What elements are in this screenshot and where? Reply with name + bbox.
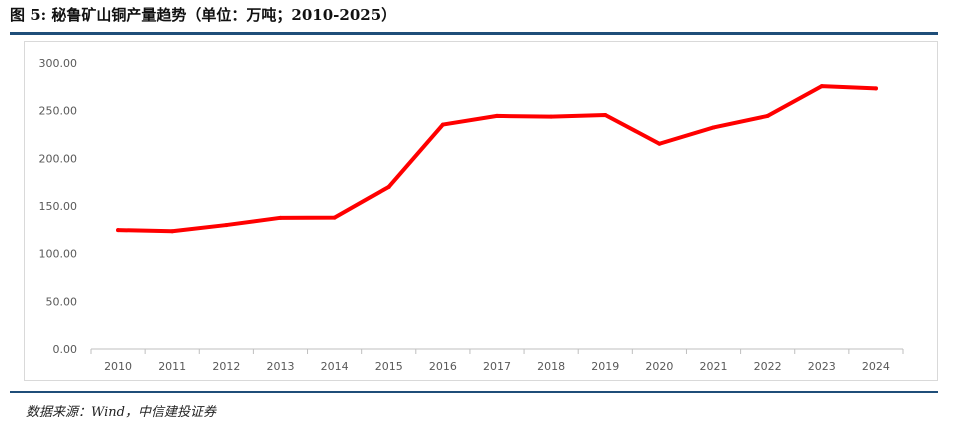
x-tick-label: 2015 <box>375 360 403 373</box>
data-point <box>386 184 391 189</box>
series-line-0 <box>116 84 878 234</box>
data-point <box>224 223 229 228</box>
source-note: 数据来源：Wind，中信建投证券 <box>26 405 216 420</box>
data-point <box>603 112 608 117</box>
data-point <box>765 113 770 118</box>
y-tick-label: 50.00 <box>46 295 78 308</box>
y-tick-label: 250.00 <box>39 105 78 118</box>
x-tick-label: 2013 <box>266 360 294 373</box>
x-tick-label: 2017 <box>483 360 511 373</box>
x-tick-label: 2011 <box>158 360 186 373</box>
x-tick-label: 2018 <box>537 360 565 373</box>
data-point <box>819 84 824 89</box>
data-point <box>657 141 662 146</box>
data-point <box>711 125 716 130</box>
y-tick-label: 300.00 <box>39 57 78 70</box>
x-tick-label: 2010 <box>104 360 132 373</box>
x-tick-label: 2024 <box>862 360 890 373</box>
y-tick-label: 0.00 <box>53 343 78 356</box>
x-tick-label: 2020 <box>645 360 673 373</box>
data-point <box>170 229 175 234</box>
data-point <box>440 122 445 127</box>
figure-title: 图 5: 秘鲁矿山铜产量趋势（单位：万吨；2010-2025） <box>10 6 397 24</box>
title-divider <box>10 32 938 35</box>
x-tick-label: 2023 <box>808 360 836 373</box>
x-tick-label: 2019 <box>591 360 619 373</box>
x-tick-label: 2012 <box>212 360 240 373</box>
data-point <box>116 228 121 233</box>
data-point <box>332 215 337 220</box>
data-point <box>278 215 283 220</box>
x-tick-label: 2014 <box>321 360 349 373</box>
data-point <box>873 86 878 91</box>
x-tick-label: 2022 <box>754 360 782 373</box>
data-point <box>495 113 499 118</box>
y-tick-label: 100.00 <box>39 248 78 261</box>
y-tick-label: 200.00 <box>39 152 78 165</box>
line-chart: 0.00 50.00 100.00 150.00 200.00 250.00 300.00 2… <box>39 57 904 373</box>
x-tick-label: 2016 <box>429 360 457 373</box>
source-divider <box>10 391 938 393</box>
x-tick-label: 2021 <box>700 360 728 373</box>
chart-frame: 0.00 50.00 100.00 150.00 200.00 250.00 300.00 2… <box>24 41 938 381</box>
data-point <box>549 114 554 119</box>
y-tick-label: 150.00 <box>39 200 78 213</box>
